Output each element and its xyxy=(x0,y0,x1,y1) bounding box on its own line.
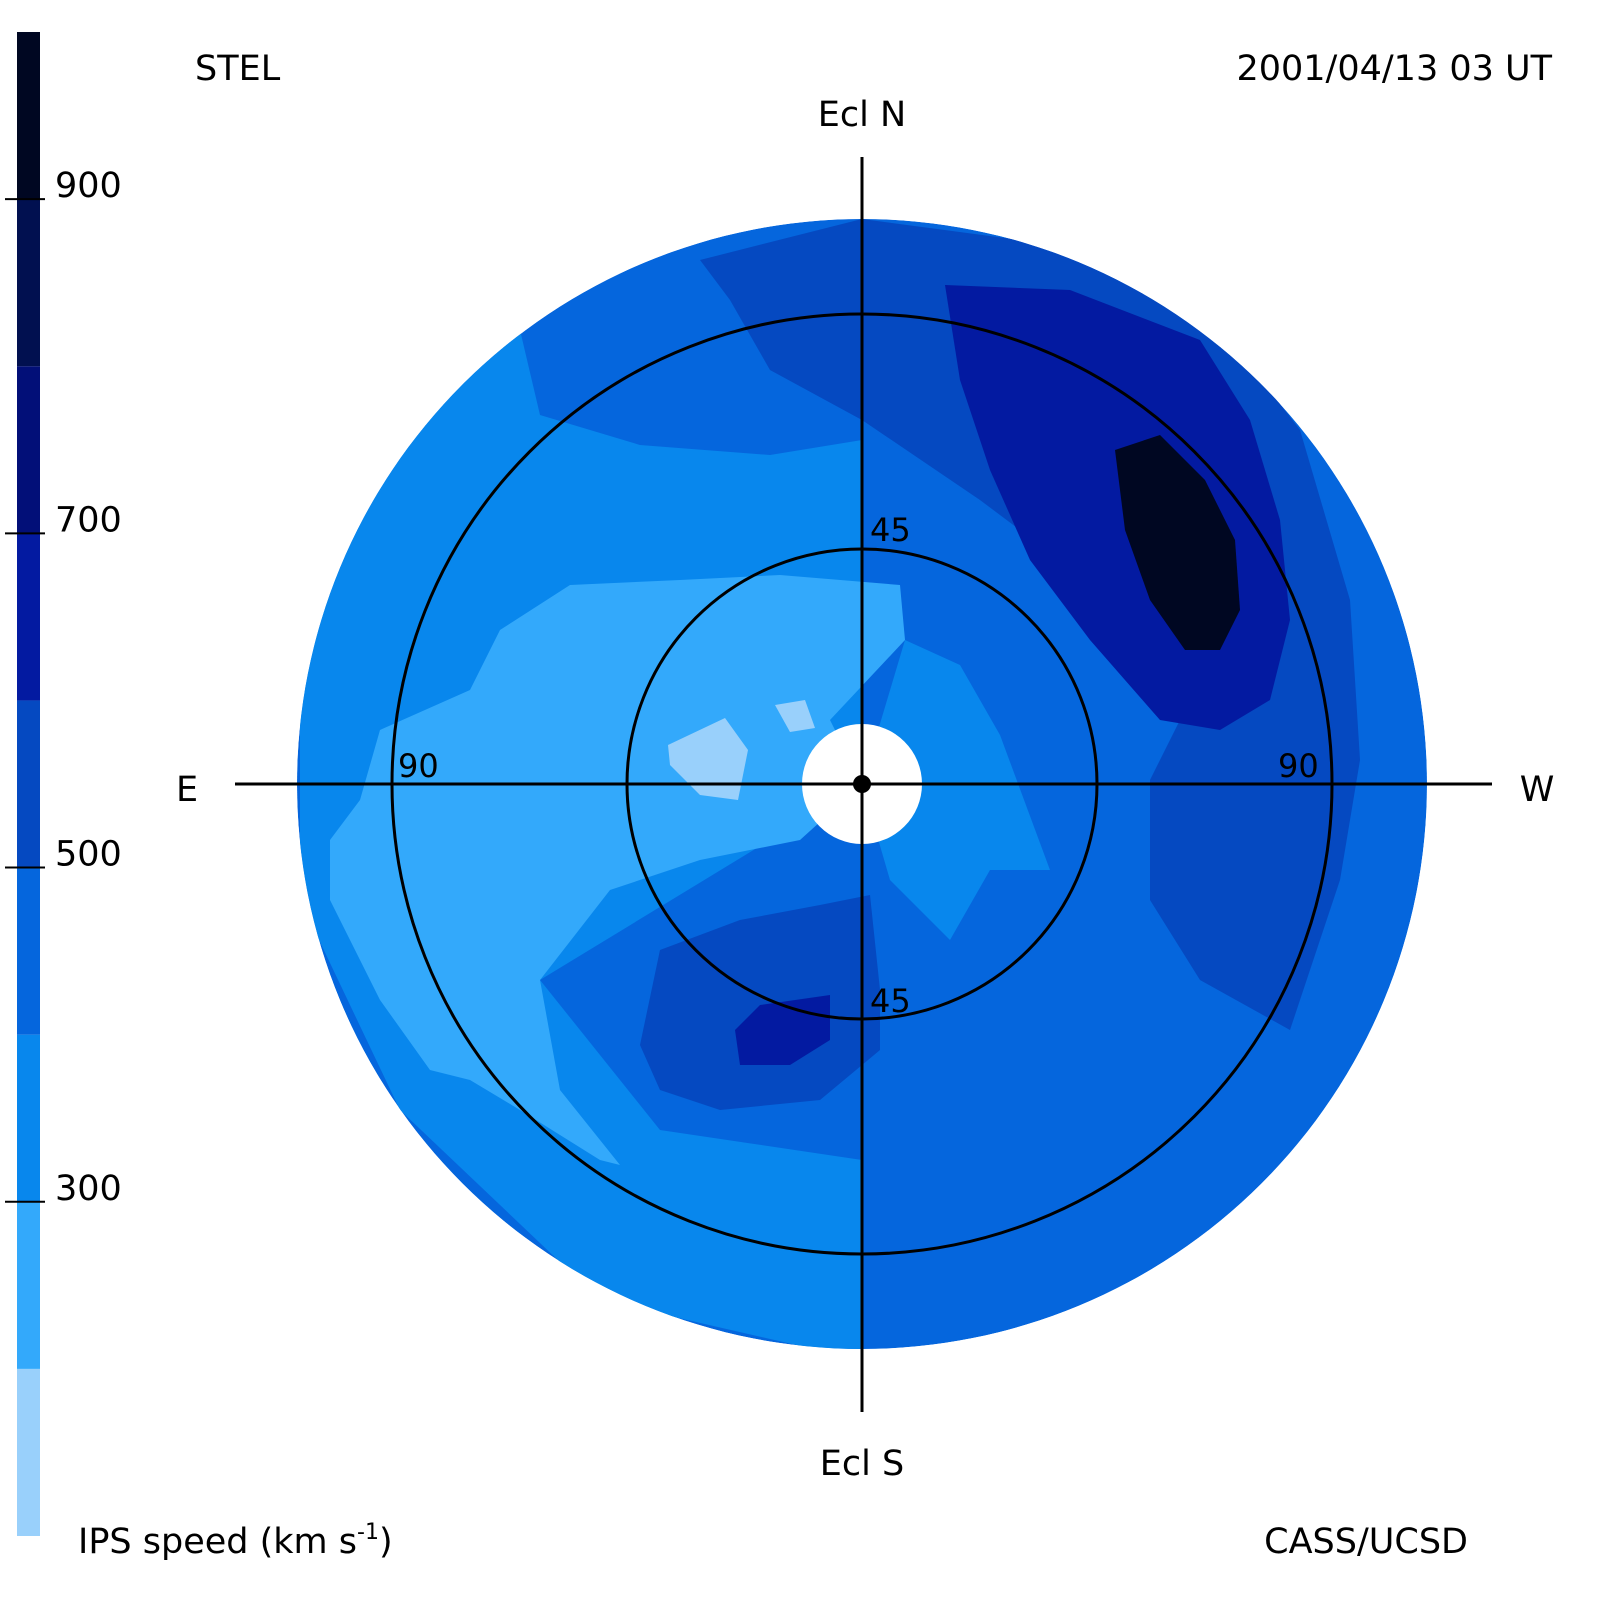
region-center-moderate xyxy=(862,640,1050,940)
region-near-sun-slow-patch xyxy=(668,718,748,800)
colorbar-label: IPS speed (km s-1) xyxy=(78,1520,393,1562)
credit-label: CASS/UCSD xyxy=(1264,1522,1468,1562)
colorbar-band-1 xyxy=(17,1201,40,1369)
colorbar-tick-label-900: 900 xyxy=(55,166,122,206)
grid-overlay xyxy=(235,157,1492,1412)
region-east-low-speed xyxy=(330,575,905,1165)
ring-45-south-label: 45 xyxy=(870,982,911,1020)
ring-90-east-label: 90 xyxy=(398,747,439,785)
colorbar-tick-label-500: 500 xyxy=(55,835,122,875)
colorbar-band-6 xyxy=(17,366,40,534)
north-label: Ecl N xyxy=(818,95,906,135)
colorbar-band-8 xyxy=(17,32,40,200)
colorbar-band-4 xyxy=(17,700,40,868)
colorbar-band-7 xyxy=(17,199,40,367)
timestamp-label: 2001/04/13 03 UT xyxy=(1236,49,1552,89)
sun-marker xyxy=(853,775,871,793)
colorbar-tick-label-300: 300 xyxy=(55,1169,122,1209)
colorbar-label-exponent: -1 xyxy=(357,1520,379,1545)
region-northwest-core xyxy=(1115,435,1240,650)
colorbar-tick-label-700: 700 xyxy=(55,500,122,540)
colorbar-band-2 xyxy=(17,1034,40,1202)
east-label: E xyxy=(176,770,198,810)
colorbar-band-5 xyxy=(17,533,40,701)
ring-90-west-label: 90 xyxy=(1278,747,1319,785)
ring-45-north-label: 45 xyxy=(870,511,911,549)
south-label: Ecl S xyxy=(820,1444,904,1484)
colorbar: 300 500 700 900 xyxy=(5,32,122,1536)
source-label: STEL xyxy=(195,49,281,89)
colorbar-band-0 xyxy=(17,1368,40,1536)
colorbar-band-3 xyxy=(17,867,40,1035)
west-label: W xyxy=(1520,770,1555,810)
colorbar-label-close: ) xyxy=(379,1522,393,1562)
region-near-sun-slow-patch-2 xyxy=(775,700,815,732)
region-south-fast xyxy=(640,895,880,1110)
